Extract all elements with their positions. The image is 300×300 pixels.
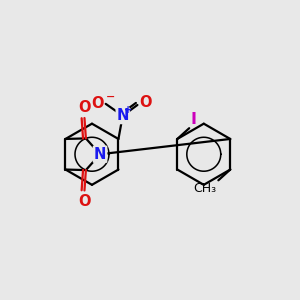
Text: −: − <box>106 92 115 102</box>
Text: O: O <box>78 194 91 209</box>
Text: O: O <box>78 100 91 115</box>
Text: O: O <box>91 96 103 111</box>
Text: O: O <box>140 95 152 110</box>
Text: +: + <box>124 104 132 115</box>
Text: N: N <box>116 108 129 123</box>
Text: CH₃: CH₃ <box>194 182 217 195</box>
Text: I: I <box>191 112 197 127</box>
Text: N: N <box>94 147 106 162</box>
